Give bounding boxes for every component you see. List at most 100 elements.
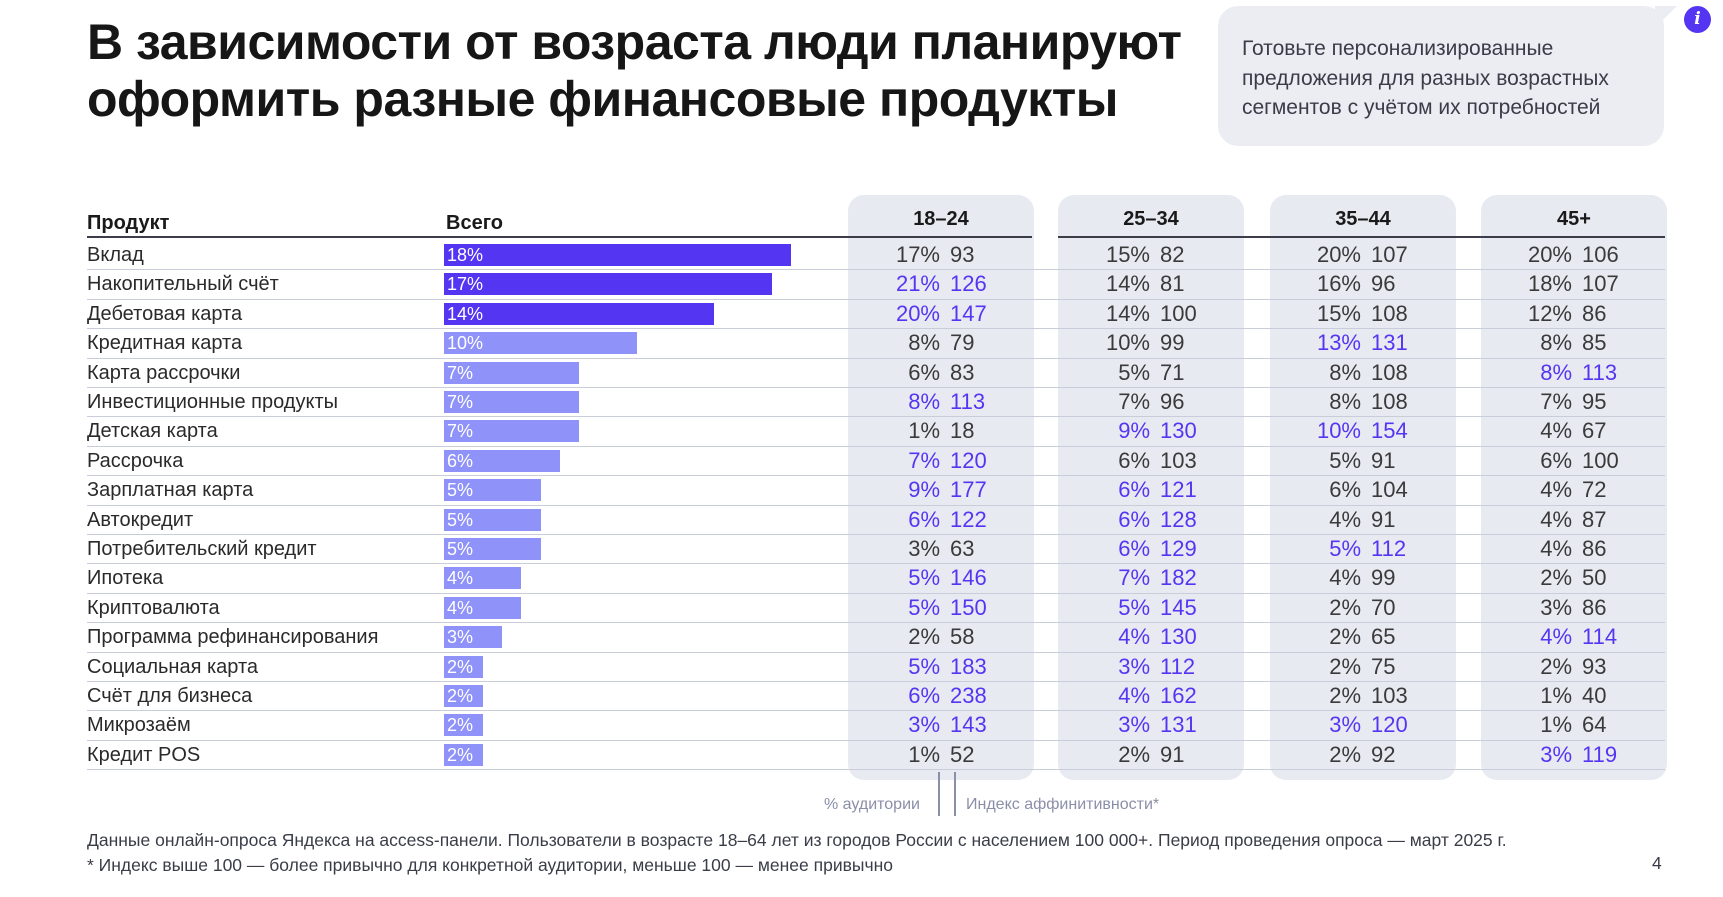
total-bar-label: 4% bbox=[447, 568, 474, 589]
group-pct: 2% bbox=[1540, 653, 1572, 679]
page-title: В зависимости от возраста люди планируют… bbox=[87, 14, 1182, 127]
product-label: Программа рефинансирования bbox=[87, 626, 379, 649]
group-index: 112 bbox=[1160, 653, 1196, 679]
group-index: 106 bbox=[1582, 242, 1619, 267]
info-icon[interactable]: i bbox=[1684, 6, 1711, 33]
group-index: 130 bbox=[1160, 624, 1197, 650]
group-pct: 1% bbox=[908, 418, 940, 444]
group-index: 50 bbox=[1582, 565, 1607, 591]
group-index: 96 bbox=[1371, 271, 1396, 297]
group-index: 99 bbox=[1371, 565, 1396, 591]
group-index: 72 bbox=[1582, 477, 1607, 503]
group-pct: 3% bbox=[1540, 741, 1572, 767]
group-index: 128 bbox=[1160, 506, 1197, 532]
total-bar bbox=[444, 685, 483, 707]
group-pct: 6% bbox=[908, 506, 940, 532]
group-pct: 4% bbox=[1540, 536, 1572, 561]
table-row: Микрозаём 2% 3% 143 3% 131 3% 120 1% 64 bbox=[87, 711, 1665, 741]
total-bar bbox=[444, 479, 541, 502]
group-index: 86 bbox=[1582, 536, 1607, 561]
group-pct: 9% bbox=[1118, 418, 1150, 444]
group-pct: 6% bbox=[1118, 536, 1150, 561]
group-index: 63 bbox=[950, 536, 975, 561]
group-pct: 20% bbox=[895, 300, 940, 326]
row-divider bbox=[87, 416, 1665, 418]
table-row: Автокредит 5% 6% 122 6% 128 4% 91 4% 87 bbox=[87, 506, 1665, 535]
legend-idx-label: Индекс аффинитивности* bbox=[966, 796, 1160, 813]
product-label: Потребительский кредит bbox=[87, 538, 317, 560]
group-index: 147 bbox=[950, 300, 987, 326]
group-pct: 20% bbox=[1527, 242, 1572, 267]
table-row: Программа рефинансирования 3% 2% 58 4% 130 2% 6… bbox=[87, 623, 1665, 653]
table-row: Детская карта 7% 1% 18 9% 130 10% 154 4% 67 bbox=[87, 417, 1665, 447]
group-index: 65 bbox=[1371, 624, 1396, 650]
row-divider bbox=[87, 269, 1665, 271]
group-pct: 7% bbox=[1118, 389, 1150, 414]
table-row: Социальная карта 2% 5% 183 3% 112 2% 75 2% 93 bbox=[87, 653, 1665, 682]
total-bar-label: 10% bbox=[447, 333, 484, 354]
group-index: 131 bbox=[1371, 330, 1408, 356]
product-label: Инвестиционные продукты bbox=[87, 391, 338, 413]
row-divider bbox=[87, 710, 1665, 712]
group-pct: 6% bbox=[1118, 477, 1150, 503]
total-bar-label: 2% bbox=[447, 686, 474, 706]
group-index: 87 bbox=[1582, 506, 1607, 532]
total-bar bbox=[444, 743, 483, 766]
group-pct: 6% bbox=[1118, 506, 1150, 532]
total-bar bbox=[444, 655, 483, 678]
group-pct: 8% bbox=[1329, 389, 1361, 414]
total-bar bbox=[444, 273, 772, 296]
group-pct: 14% bbox=[1105, 300, 1150, 326]
group-index: 95 bbox=[1582, 389, 1607, 414]
group-pct: 5% bbox=[908, 594, 940, 620]
group-pct: 2% bbox=[1329, 653, 1361, 679]
group-index: 182 bbox=[1160, 565, 1197, 591]
footnote-source: Данные онлайн-опроса Яндекса на access-п… bbox=[87, 830, 1507, 850]
group-pct: 7% bbox=[1118, 565, 1150, 591]
product-label: Детская карта bbox=[87, 420, 218, 443]
product-label: Счёт для бизнеса bbox=[87, 685, 253, 707]
table-row: Потребительский кредит 5% 3% 63 6% 129 5% 112 4%… bbox=[87, 535, 1665, 565]
group-pct: 6% bbox=[1329, 477, 1361, 503]
group-pct: 14% bbox=[1105, 271, 1150, 297]
table-row: Накопительный счёт 17% 21% 126 14% 81 16% 96 18%… bbox=[87, 270, 1665, 300]
callout-tail bbox=[1655, 6, 1677, 28]
group-pct: 4% bbox=[1540, 418, 1572, 444]
header-25-34: 25–34 bbox=[1123, 208, 1179, 230]
row-divider bbox=[87, 445, 1665, 447]
group-index: 150 bbox=[950, 594, 987, 620]
footnote-index: * Индекс выше 100 — более привычно для к… bbox=[87, 855, 893, 875]
row-divider bbox=[87, 563, 1665, 565]
group-index: 52 bbox=[950, 741, 975, 767]
header-45-plus: 45+ bbox=[1557, 208, 1591, 230]
group-index: 70 bbox=[1371, 594, 1396, 620]
group-index: 107 bbox=[1371, 242, 1408, 267]
table-row: Ипотека 4% 5% 146 7% 182 4% 99 2% 50 bbox=[87, 564, 1665, 594]
total-bar-label: 14% bbox=[447, 303, 484, 324]
table-row: Карта рассрочки 7% 6% 83 5% 71 8% 108 8% 113 bbox=[87, 359, 1665, 388]
group-index: 96 bbox=[1160, 389, 1185, 414]
group-pct: 1% bbox=[1540, 712, 1572, 738]
group-pct: 5% bbox=[908, 653, 940, 679]
group-pct: 7% bbox=[1540, 389, 1572, 414]
group-pct: 3% bbox=[1118, 653, 1150, 679]
row-divider bbox=[87, 739, 1665, 741]
group-index: 129 bbox=[1160, 536, 1197, 561]
product-label: Ипотека bbox=[87, 567, 164, 590]
total-bar-label: 7% bbox=[447, 362, 474, 383]
product-label: Криптовалюта bbox=[87, 596, 220, 619]
group-index: 119 bbox=[1582, 741, 1618, 767]
group-pct: 17% bbox=[895, 242, 940, 267]
total-bar bbox=[444, 626, 502, 649]
group-index: 143 bbox=[950, 712, 987, 738]
group-pct: 1% bbox=[908, 741, 940, 767]
group-index: 104 bbox=[1371, 477, 1408, 503]
group-index: 83 bbox=[950, 359, 975, 385]
group-pct: 6% bbox=[1118, 447, 1150, 473]
total-bar-label: 3% bbox=[447, 627, 474, 648]
group-index: 183 bbox=[950, 653, 987, 679]
total-bar-label: 5% bbox=[447, 480, 474, 501]
group-pct: 2% bbox=[1329, 594, 1361, 620]
product-label: Зарплатная карта bbox=[87, 479, 254, 502]
total-bar bbox=[444, 508, 541, 531]
